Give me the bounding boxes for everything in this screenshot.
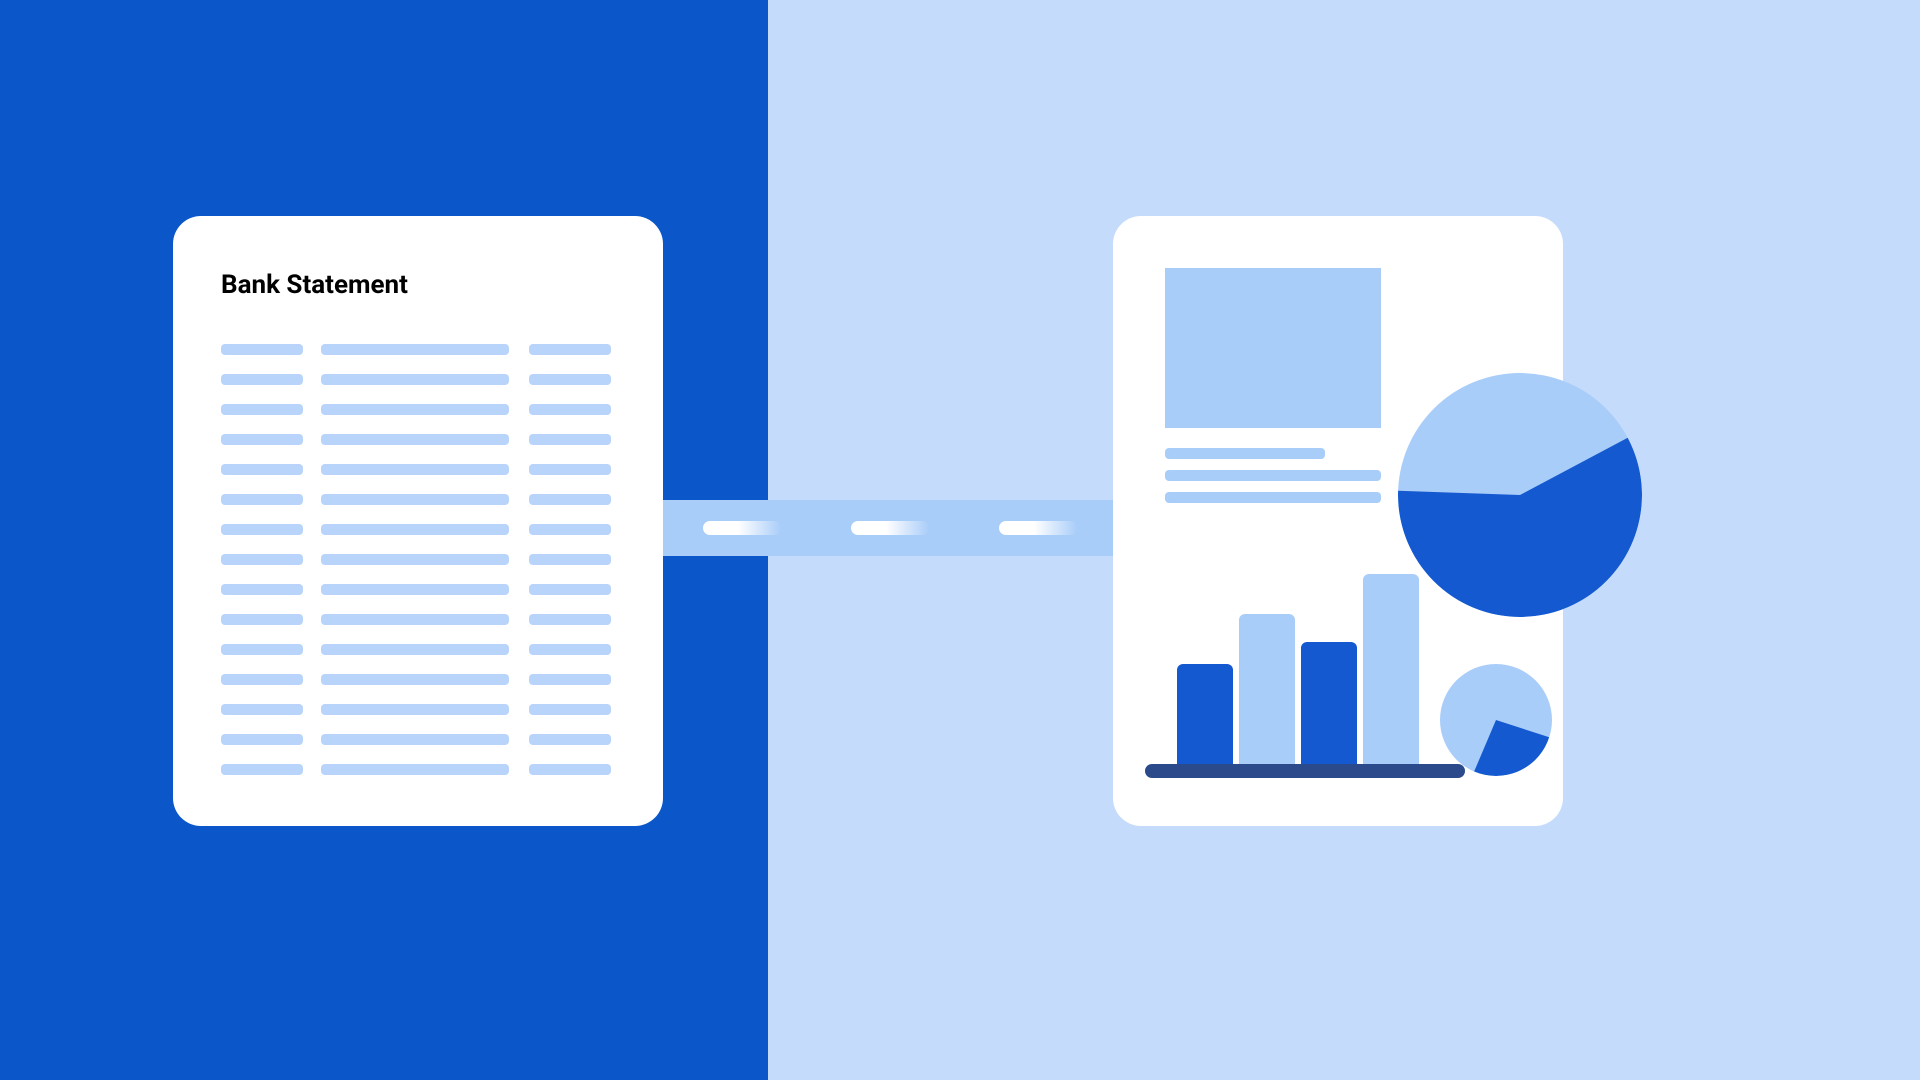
- statement-row-cell: [321, 584, 509, 595]
- statement-row-cell: [221, 704, 303, 715]
- statement-row-cell: [321, 704, 509, 715]
- statement-row-cell: [529, 524, 611, 535]
- statement-row-cell: [529, 434, 611, 445]
- statement-row-cell: [221, 434, 303, 445]
- statement-row-cell: [321, 344, 509, 355]
- bank-statement-card: Bank Statement: [173, 216, 663, 826]
- statement-row-cell: [321, 764, 509, 775]
- connector-dash: [703, 521, 781, 535]
- bar-chart-bar: [1301, 642, 1357, 764]
- statement-row-cell: [221, 734, 303, 745]
- report-text-line: [1165, 492, 1381, 503]
- bar-chart-baseline: [1145, 764, 1465, 778]
- statement-row-cell: [529, 734, 611, 745]
- report-header-block: [1165, 268, 1381, 428]
- report-text-line: [1165, 448, 1325, 459]
- statement-row-cell: [529, 374, 611, 385]
- statement-row-cell: [221, 674, 303, 685]
- pie-chart-small: [1440, 664, 1552, 776]
- bar-chart-bar: [1177, 664, 1233, 764]
- statement-row-cell: [321, 494, 509, 505]
- statement-row-cell: [321, 734, 509, 745]
- statement-row-cell: [221, 644, 303, 655]
- statement-row-cell: [321, 644, 509, 655]
- infographic-canvas: Bank Statement: [0, 0, 1920, 1080]
- statement-row-cell: [221, 344, 303, 355]
- statement-row-cell: [529, 464, 611, 475]
- statement-row-cell: [529, 704, 611, 715]
- statement-row-cell: [529, 344, 611, 355]
- statement-row-cell: [321, 674, 509, 685]
- statement-row-cell: [321, 554, 509, 565]
- statement-row-cell: [529, 644, 611, 655]
- statement-row-cell: [529, 614, 611, 625]
- statement-row-cell: [221, 524, 303, 535]
- statement-row-cell: [221, 404, 303, 415]
- statement-row-cell: [529, 584, 611, 595]
- statement-row-cell: [221, 614, 303, 625]
- report-text-line: [1165, 470, 1381, 481]
- statement-row-cell: [221, 494, 303, 505]
- statement-row-cell: [221, 764, 303, 775]
- statement-row-cell: [529, 494, 611, 505]
- statement-row-cell: [529, 674, 611, 685]
- statement-row-cell: [529, 404, 611, 415]
- statement-row-cell: [321, 614, 509, 625]
- statement-row-cell: [321, 374, 509, 385]
- statement-row-cell: [321, 404, 509, 415]
- statement-row-cell: [529, 764, 611, 775]
- pie-chart-large: [1398, 373, 1642, 617]
- statement-row-cell: [321, 464, 509, 475]
- statement-row-cell: [221, 374, 303, 385]
- statement-row-cell: [321, 434, 509, 445]
- statement-row-cell: [221, 554, 303, 565]
- statement-row-cell: [529, 554, 611, 565]
- statement-row-cell: [221, 584, 303, 595]
- connector-dash: [851, 521, 929, 535]
- bank-statement-title: Bank Statement: [221, 270, 408, 300]
- statement-row-cell: [321, 524, 509, 535]
- bar-chart-bar: [1363, 574, 1419, 764]
- bar-chart-bar: [1239, 614, 1295, 764]
- connector-dash: [999, 521, 1077, 535]
- statement-row-cell: [221, 464, 303, 475]
